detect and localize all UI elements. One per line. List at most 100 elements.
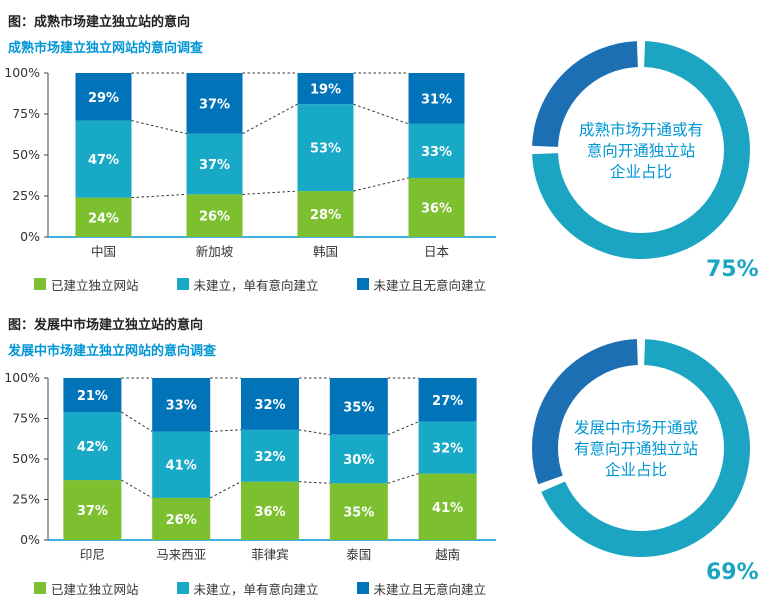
- data-label: 41%: [166, 459, 197, 474]
- data-label: 36%: [254, 505, 285, 520]
- connector-line: [242, 103, 298, 135]
- bar-segment: [75, 197, 132, 237]
- y-tick-label: 75%: [12, 106, 40, 121]
- legend-item-no-intent: 未建立且无意向建立: [356, 275, 487, 294]
- data-label: 35%: [343, 400, 374, 415]
- bar-segment: [329, 434, 388, 484]
- x-tick-label: 越南: [435, 547, 460, 562]
- bar-segment: [418, 378, 477, 422]
- y-tick-label: 0%: [20, 532, 40, 547]
- donut-slice-rest: [532, 41, 639, 148]
- bar-segment: [63, 480, 122, 540]
- bar-segment: [297, 191, 354, 237]
- bar-segment: [152, 497, 211, 540]
- bar-segment: [75, 73, 132, 121]
- stacked-bar-chart-developing: 0% 25% 50% 75% 100% 37% 42% 21% 印尼 26% 41% 33% 马来西亚 3…: [4, 370, 496, 562]
- bar-segment: [241, 429, 299, 482]
- legend-item-intend: 未建立，单有意向建立: [176, 579, 319, 598]
- x-tick-label: 日本: [424, 244, 450, 259]
- bar-segment: [152, 431, 211, 498]
- connector-line: [121, 411, 153, 432]
- legend-swatch-intend: [176, 582, 189, 594]
- connector-line: [353, 103, 409, 125]
- y-tick-label: 100%: [4, 65, 40, 80]
- donut-percent-mature: 75%: [706, 257, 759, 282]
- data-label: 47%: [88, 153, 119, 168]
- legend-item-built: 已建立独立网站: [34, 579, 139, 598]
- legend-swatch-no-intent: [356, 278, 369, 290]
- bar-segment: [329, 378, 388, 435]
- bar-segment: [408, 123, 465, 178]
- legend-item-intend: 未建立，单有意向建立: [176, 275, 319, 294]
- legend-swatch-intend: [176, 278, 189, 290]
- donut-chart-developing: [532, 339, 750, 557]
- bar-segment: [408, 73, 465, 124]
- data-label: 24%: [88, 211, 119, 226]
- bar-segment: [418, 473, 477, 540]
- legend-label-no-intent: 未建立且无意向建立: [373, 581, 487, 597]
- donut-label-line: 成熟市场开通或有: [578, 121, 703, 139]
- figure-title-mature: 图：成熟市场建立独立站的意向: [8, 15, 191, 30]
- y-tick-label: 50%: [12, 451, 40, 466]
- donut-label-line: 企业占比: [609, 163, 672, 181]
- data-label: 26%: [166, 513, 197, 528]
- y-tick-label: 25%: [12, 188, 40, 203]
- data-label: 35%: [343, 506, 374, 521]
- connector-line: [209, 481, 242, 499]
- data-label: 42%: [77, 440, 108, 455]
- data-label: 36%: [421, 201, 452, 216]
- connector-line: [353, 177, 409, 192]
- legend-label-intend: 未建立，单有意向建立: [193, 277, 319, 293]
- data-label: 32%: [432, 442, 463, 457]
- legend-label-no-intent: 未建立且无意向建立: [373, 277, 487, 293]
- bar-segment: [186, 73, 243, 134]
- x-tick-label: 菲律宾: [251, 547, 289, 562]
- data-label: 29%: [88, 91, 119, 106]
- bar-segment: [418, 421, 477, 474]
- data-label: 33%: [166, 399, 197, 414]
- data-label: 28%: [310, 208, 341, 223]
- y-tick-label: 100%: [4, 370, 40, 385]
- bar-segment: [297, 104, 354, 192]
- x-tick-label: 韩国: [313, 244, 338, 259]
- connector-line: [298, 481, 330, 484]
- donut-slice-main: [541, 339, 750, 557]
- bar-segment: [63, 378, 122, 413]
- bar-segment: [241, 481, 299, 540]
- x-tick-label: 马来西亚: [156, 547, 206, 562]
- legend-item-built: 已建立独立网站: [34, 275, 139, 294]
- legend-label-built: 已建立独立网站: [51, 277, 139, 293]
- connector-line: [210, 429, 242, 432]
- connector-line: [131, 193, 187, 199]
- bar-segment: [186, 194, 243, 237]
- donut-label-line: 意向开通独立站: [586, 142, 696, 160]
- connector-line: [387, 473, 419, 484]
- data-label: 37%: [77, 504, 108, 519]
- donut-percent-developing: 69%: [706, 560, 759, 585]
- legend-label-built: 已建立独立网站: [51, 581, 139, 597]
- chart-subtitle-mature: 成熟市场建立独立网站的意向调查: [8, 41, 204, 56]
- bar-segment: [241, 378, 299, 430]
- bar-segment: [152, 378, 211, 432]
- connector-line: [387, 421, 419, 436]
- donut-label-developing: 发展中市场开通或 有意向开通独立站 企业占比: [571, 418, 701, 481]
- data-label: 19%: [310, 83, 341, 98]
- bar-segment: [297, 73, 354, 105]
- donut-label-line: 发展中市场开通或: [573, 419, 698, 437]
- bar-segment: [186, 133, 243, 195]
- y-tick-label: 75%: [12, 411, 40, 426]
- legend-item-no-intent: 未建立且无意向建立: [356, 579, 487, 598]
- donut-slice-rest: [532, 339, 639, 485]
- legend-mature: 已建立独立网站 未建立，单有意向建立 未建立且无意向建立: [34, 275, 524, 293]
- connector-line: [121, 479, 153, 499]
- bar-segment: [329, 483, 388, 540]
- y-tick-label: 25%: [12, 492, 40, 507]
- data-label: 32%: [254, 450, 285, 465]
- y-tick-label: 50%: [12, 147, 40, 162]
- data-label: 21%: [77, 389, 108, 404]
- donut-label-mature: 成熟市场开通或有 意向开通独立站 企业占比: [576, 120, 706, 183]
- legend-swatch-no-intent: [356, 582, 369, 594]
- donut-label-line: 企业占比: [604, 461, 667, 479]
- data-label: 33%: [421, 145, 452, 160]
- data-label: 27%: [432, 394, 463, 409]
